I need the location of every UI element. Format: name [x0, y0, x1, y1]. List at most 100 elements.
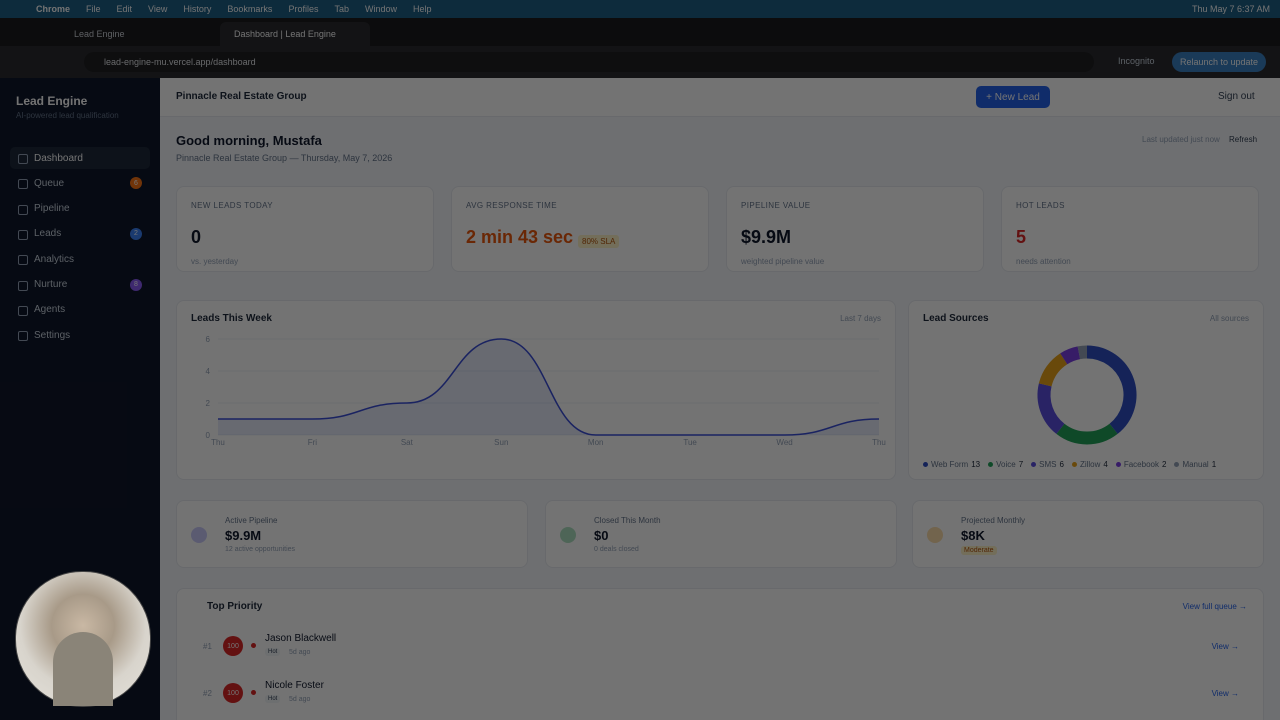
stat-card: Active Pipeline $9.9M 12 active opportunit… — [176, 500, 528, 568]
nav-item[interactable]: Analytics — [10, 248, 150, 270]
relaunch-button[interactable]: Relaunch to update — [1172, 52, 1267, 72]
legend-name: Zillow — [1079, 460, 1101, 469]
url-field[interactable]: lead-engine-mu.vercel.app/dashboard — [84, 52, 1094, 72]
nav-item[interactable]: Leads 2 — [10, 223, 150, 245]
view-queue-link[interactable]: View full queue → — [1182, 602, 1247, 611]
donut-segment — [1037, 383, 1065, 434]
view-link[interactable]: View → — [1211, 689, 1239, 698]
x-tick-label: Sun — [494, 438, 508, 447]
stat-value: $9.9M — [225, 528, 262, 543]
x-tick-label: Mon — [588, 438, 604, 447]
lead-name[interactable]: Nicole Foster — [265, 680, 324, 691]
stat-value: $0 — [594, 528, 609, 543]
nav-badge: 8 — [130, 278, 142, 291]
kpi-value: 0 — [191, 227, 202, 247]
menu-item[interactable]: Window — [364, 4, 397, 14]
priority-row: #1 100 Jason Blackwell Hot 5d ago View → — [177, 629, 1265, 669]
nav-icon — [18, 204, 28, 215]
app-menu[interactable]: Chrome — [36, 4, 71, 14]
menu-item[interactable]: History — [183, 4, 212, 14]
legend-item: SMS 6 — [1031, 460, 1064, 469]
stat-label: Active Pipeline — [225, 516, 278, 525]
top-header: Pinnacle Real Estate Group + New Lead Sign… — [160, 78, 1280, 117]
nav-icon — [18, 255, 28, 266]
menu-item[interactable]: Edit — [116, 4, 133, 14]
lead-name[interactable]: Jason Blackwell — [265, 633, 337, 644]
kpi-card: PIPELINE VALUE $9.9M weighted pipeline val… — [726, 186, 984, 272]
nav-badge: 2 — [130, 227, 142, 240]
legend-value: 7 — [1018, 460, 1024, 469]
score: 100 — [223, 636, 243, 656]
browser-tab[interactable]: Dashboard | Lead Engine — [220, 22, 370, 46]
stat-tag: Moderate — [961, 546, 997, 555]
view-link[interactable]: View → — [1211, 642, 1239, 651]
stat-card: Projected Monthly $8K Moderate — [912, 500, 1264, 568]
nav-icon — [18, 154, 28, 164]
menu-bar: Chrome File Edit View History Bookmarks Profil… — [0, 0, 1280, 18]
kpi-card: HOT LEADS 5 needs attention — [1001, 186, 1259, 272]
nav-item[interactable]: Queue 6 — [10, 172, 150, 194]
y-tick-label: 4 — [206, 367, 211, 376]
menu-item[interactable]: Tab — [334, 4, 349, 14]
donut-segment — [1056, 423, 1118, 445]
y-tick-label: 0 — [206, 431, 211, 440]
stat-card: Closed This Month $0 0 deals closed — [545, 500, 897, 568]
legend-value: 2 — [1161, 460, 1167, 469]
nav-icon — [18, 331, 28, 342]
nav-icon — [18, 305, 28, 316]
nav-badge: 6 — [130, 177, 142, 190]
nav-label: Leads — [34, 228, 62, 240]
kpi-note: vs. yesterday — [191, 257, 239, 266]
nav-item[interactable]: Dashboard — [10, 147, 150, 169]
legend-swatch — [1174, 462, 1180, 467]
incognito: Incognito — [1118, 56, 1155, 66]
x-tick-label: Wed — [776, 438, 792, 447]
kpi-note: weighted pipeline value — [741, 257, 825, 266]
legend-item: Facebook 2 — [1115, 460, 1167, 469]
donut-segment — [1038, 353, 1068, 387]
nav-icon — [18, 179, 28, 190]
status-dot — [251, 690, 256, 695]
clock: Thu May 7 6:37 AM — [1191, 4, 1270, 14]
stat-note: 12 active opportunities — [225, 546, 296, 553]
lead-sources-card: Lead Sources All sources Web Form 13 Voice 7 S… — [908, 300, 1264, 480]
tagline: AI-powered lead qualification — [16, 111, 119, 120]
nav-label: Analytics — [34, 253, 75, 265]
new-lead-button[interactable]: + New Lead — [976, 86, 1050, 108]
nav-item[interactable]: Settings — [10, 324, 150, 346]
kpi-note: needs attention — [1016, 257, 1071, 266]
legend-value: 1 — [1211, 460, 1217, 469]
section-title: Top Priority — [207, 601, 263, 612]
menu-item[interactable]: View — [148, 4, 168, 14]
refresh[interactable]: Refresh — [1229, 135, 1258, 144]
legend-swatch — [1071, 462, 1077, 467]
x-tick-label: Thu — [872, 438, 886, 447]
donut-segment — [1077, 345, 1088, 360]
browser-tab[interactable]: Lead Engine — [74, 29, 125, 39]
nav-item[interactable]: Nurture 8 — [10, 274, 150, 296]
nav-icon — [18, 229, 28, 240]
webcam-person — [53, 632, 113, 706]
top-priority-card: Top Priority View full queue → #1 100 Jason … — [176, 588, 1264, 720]
nav-icon — [18, 280, 28, 291]
nav-item[interactable]: Pipeline — [10, 198, 150, 220]
menu-item[interactable]: Help — [412, 4, 432, 14]
menu-item[interactable]: Bookmarks — [227, 4, 273, 14]
menu-item[interactable]: Profiles — [288, 4, 319, 14]
lead-meta: 5d ago — [289, 696, 311, 703]
nav-item[interactable]: Agents — [10, 299, 150, 321]
menu-item[interactable]: File — [86, 4, 101, 14]
sign-out[interactable]: Sign out — [1218, 91, 1255, 102]
stat-icon — [191, 527, 207, 543]
legend-name: Voice — [996, 460, 1016, 469]
kpi-card: AVG RESPONSE TIME 2 min 43 sec 80% SLA — [451, 186, 709, 272]
x-tick-label: Fri — [308, 438, 318, 447]
legend-name: SMS — [1039, 460, 1057, 469]
legend-item: Voice 7 — [988, 460, 1023, 469]
legend-name: Facebook — [1123, 460, 1159, 469]
donut-chart — [1037, 345, 1137, 445]
greeting-subtitle: Pinnacle Real Estate Group — Thursday, M… — [176, 153, 393, 163]
address-bar: lead-engine-mu.vercel.app/dashboard Incog… — [0, 46, 1280, 78]
kpi-value: $9.9M — [741, 227, 792, 247]
nav-label: Pipeline — [34, 203, 70, 215]
